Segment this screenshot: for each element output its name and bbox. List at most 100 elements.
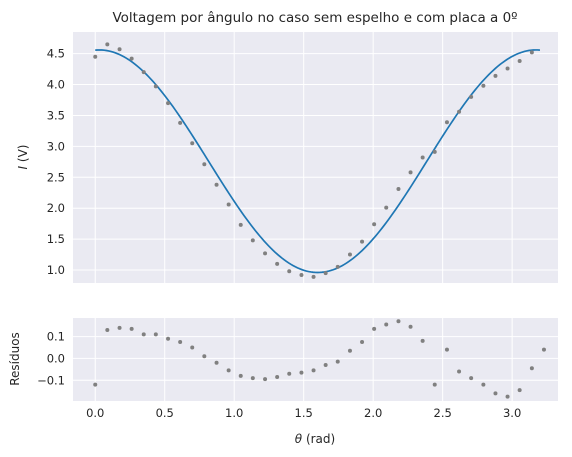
- y-tick-label: 4.0: [47, 78, 65, 92]
- residual-point: [396, 319, 401, 324]
- data-point: [141, 70, 146, 75]
- data-point: [420, 155, 425, 160]
- data-point: [214, 182, 219, 187]
- y-axis-label: I (V): [16, 145, 30, 170]
- y-tick-label: 2.0: [47, 201, 65, 215]
- x-tick-label: 0.0: [86, 406, 104, 420]
- data-point: [250, 238, 255, 243]
- residual-point: [469, 376, 474, 381]
- main-y-ticks: 1.0 1.5 2.0 2.5 3.0 3.5 4.0 4.5: [47, 47, 65, 277]
- residual-point: [238, 373, 243, 378]
- residual-point: [360, 340, 365, 345]
- x-tick-label: 1.5: [295, 406, 313, 420]
- data-point: [444, 120, 449, 125]
- residual-point: [529, 366, 534, 371]
- data-point: [202, 162, 207, 167]
- residual-point: [432, 382, 437, 387]
- residual-point: [408, 324, 413, 329]
- residual-point: [335, 359, 340, 364]
- residual-point: [420, 338, 425, 343]
- residual-points-group: [93, 319, 546, 399]
- residual-point: [93, 382, 98, 387]
- data-point: [166, 101, 171, 106]
- residual-point: [481, 382, 486, 387]
- data-point: [335, 264, 340, 269]
- residual-point: [444, 347, 449, 352]
- y-tick-label: 1.0: [47, 263, 65, 277]
- residual-point: [117, 325, 122, 330]
- residual-point: [141, 332, 146, 337]
- residual-point: [384, 322, 389, 327]
- data-point: [457, 109, 462, 114]
- x-tick-label: 1.0: [225, 406, 243, 420]
- data-point: [105, 42, 110, 47]
- residual-point: [250, 376, 255, 381]
- residual-point: [493, 391, 498, 396]
- y-tick-label: 3.0: [47, 139, 65, 153]
- residual-point: [323, 362, 328, 367]
- x-tick-label: 0.5: [156, 406, 174, 420]
- data-point: [129, 56, 134, 61]
- residual-point: [226, 368, 231, 373]
- residual-point: [517, 388, 522, 393]
- residual-point: [311, 368, 316, 373]
- data-points-group: [93, 42, 534, 279]
- residual-point: [166, 336, 171, 341]
- data-point: [226, 202, 231, 207]
- data-point: [117, 47, 122, 52]
- residual-point: [263, 377, 268, 382]
- main-plot: 1.0 1.5 2.0 2.5 3.0 3.5 4.0 4.5 Voltagem por ân…: [16, 10, 558, 283]
- data-point: [384, 205, 389, 210]
- residual-point: [541, 347, 546, 352]
- residual-point: [505, 394, 510, 399]
- residual-point: [129, 326, 134, 331]
- residual-point: [190, 345, 195, 350]
- data-point: [517, 59, 522, 64]
- data-point: [347, 252, 352, 257]
- residual-point: [178, 340, 183, 345]
- data-point: [263, 251, 268, 256]
- data-point: [238, 222, 243, 227]
- main-plot-grid: [73, 32, 558, 283]
- residuals-y-ticks: −0.1 0.0 0.1: [37, 330, 65, 388]
- residual-point: [372, 326, 377, 331]
- residuals-plot: −0.1 0.0 0.1 0.0 0.5 1.0 1.5 2.0 2.5 3.0 Resíduo…: [8, 318, 558, 446]
- data-point: [469, 94, 474, 99]
- data-point: [311, 274, 316, 279]
- residual-point: [105, 328, 110, 333]
- residual-point: [287, 371, 292, 376]
- residual-point: [347, 348, 352, 353]
- residual-point: [153, 332, 158, 337]
- data-point: [432, 149, 437, 154]
- x-axis-label: θ (rad): [295, 432, 335, 446]
- y-tick-label: 0.0: [47, 351, 65, 365]
- x-tick-label: 2.5: [434, 406, 452, 420]
- chart-title: Voltagem por ângulo no caso sem espelho …: [112, 10, 517, 26]
- data-point: [287, 269, 292, 274]
- data-point: [372, 222, 377, 227]
- y-tick-label: 2.5: [47, 170, 65, 184]
- x-tick-label: 2.0: [364, 406, 382, 420]
- residuals-plot-grid: [73, 318, 558, 401]
- data-point: [360, 239, 365, 244]
- y-tick-label: 1.5: [47, 232, 65, 246]
- data-point: [481, 83, 486, 88]
- main-plot-area: [73, 32, 558, 283]
- residual-point: [214, 360, 219, 365]
- y-axis-unit: (V): [16, 145, 30, 166]
- x-tick-label: 3.0: [503, 406, 521, 420]
- x-ticks: 0.0 0.5 1.0 1.5 2.0 2.5 3.0: [86, 406, 521, 420]
- residuals-plot-area: [73, 318, 558, 401]
- data-point: [529, 50, 534, 55]
- data-point: [396, 187, 401, 192]
- residual-point: [202, 354, 207, 359]
- residual-point: [275, 374, 280, 379]
- residual-point: [457, 369, 462, 374]
- x-axis-var: θ: [295, 432, 303, 446]
- y-tick-label: 3.5: [47, 108, 65, 122]
- data-point: [153, 84, 158, 89]
- data-point: [178, 120, 183, 125]
- y-tick-label: −0.1: [37, 373, 65, 387]
- y-tick-label: 0.1: [47, 330, 65, 344]
- data-point: [408, 170, 413, 175]
